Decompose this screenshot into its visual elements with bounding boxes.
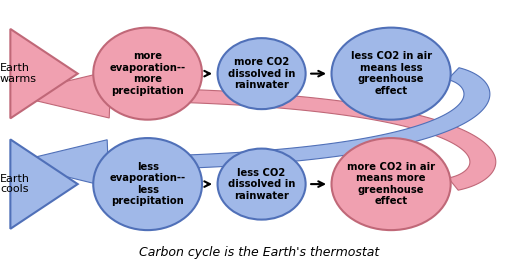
Polygon shape <box>10 71 111 118</box>
Text: less
evaporation--
less
precipitation: less evaporation-- less precipitation <box>110 162 185 206</box>
Polygon shape <box>10 29 78 118</box>
Text: less CO2 in air
means less
greenhouse
effect: less CO2 in air means less greenhouse ef… <box>351 51 431 96</box>
Text: less CO2
dissolved in
rainwater: less CO2 dissolved in rainwater <box>228 168 295 201</box>
Ellipse shape <box>332 28 451 120</box>
Text: Earth
cools: Earth cools <box>0 174 30 195</box>
Polygon shape <box>10 140 109 187</box>
Ellipse shape <box>218 149 306 220</box>
Ellipse shape <box>332 138 451 230</box>
Text: Carbon cycle is the Earth's thermostat: Carbon cycle is the Earth's thermostat <box>139 246 379 259</box>
Ellipse shape <box>93 28 202 120</box>
Text: more CO2 in air
means more
greenhouse
effect: more CO2 in air means more greenhouse ef… <box>347 162 435 206</box>
Text: more
evaporation--
more
precipitation: more evaporation-- more precipitation <box>110 51 185 96</box>
Text: more CO2
dissolved in
rainwater: more CO2 dissolved in rainwater <box>228 57 295 90</box>
Polygon shape <box>117 88 496 190</box>
Polygon shape <box>114 68 490 170</box>
Ellipse shape <box>93 138 202 230</box>
Text: Earth
warms: Earth warms <box>0 63 37 84</box>
Polygon shape <box>10 139 78 229</box>
Ellipse shape <box>218 38 306 109</box>
